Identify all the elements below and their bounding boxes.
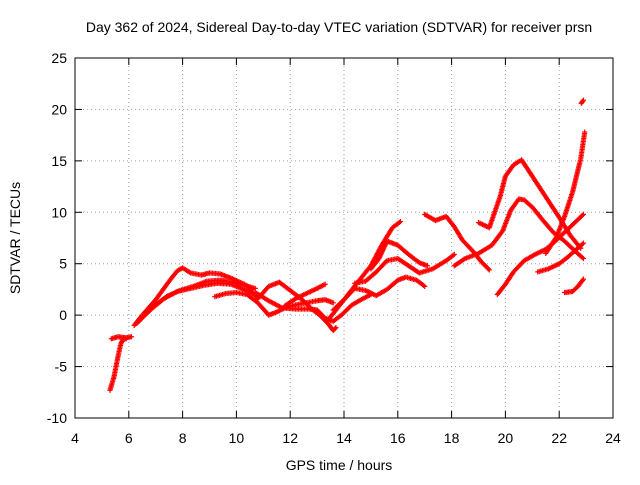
data-series-arc-15 xyxy=(451,196,587,269)
x-tick-label: 22 xyxy=(551,430,567,446)
data-point xyxy=(580,276,587,282)
data-points xyxy=(107,97,588,393)
data-series-arc-14 xyxy=(422,211,492,273)
data-series-arc-20 xyxy=(561,276,587,296)
data-series-arc-18 xyxy=(535,240,587,275)
y-tick-label: 15 xyxy=(51,153,67,169)
data-series-arc-2 xyxy=(108,334,135,342)
y-tick-label: 25 xyxy=(51,50,67,66)
axis-tick-labels: 4 6 8 10 12 14 16 18 20 22 24 -10 -5 0 5 10 15 20 25 xyxy=(47,50,621,446)
data-point xyxy=(579,212,585,218)
x-tick-label: 4 xyxy=(71,430,79,446)
x-tick-label: 24 xyxy=(605,430,621,446)
x-tick-label: 16 xyxy=(390,430,406,446)
data-point xyxy=(451,251,457,258)
data-point xyxy=(128,334,135,340)
x-tick-label: 8 xyxy=(179,430,187,446)
y-axis-label: SDTVAR / TECUs xyxy=(7,182,23,294)
y-tick-label: -5 xyxy=(55,359,68,375)
data-series-arc-6 xyxy=(212,289,336,318)
x-tick-label: 10 xyxy=(229,430,245,446)
data-point xyxy=(582,129,588,135)
data-point xyxy=(332,325,338,332)
data-point xyxy=(383,259,389,265)
chart-title: Day 362 of 2024, Sidereal Day-to-day VTE… xyxy=(86,19,592,35)
axis-ticks xyxy=(74,57,614,419)
x-tick-label: 20 xyxy=(498,430,514,446)
data-point xyxy=(580,240,587,246)
x-tick-label: 14 xyxy=(336,430,352,446)
data-point xyxy=(485,266,491,272)
data-point xyxy=(397,218,404,225)
y-tick-label: 10 xyxy=(51,204,67,220)
y-tick-label: 0 xyxy=(59,307,67,323)
x-axis-label: GPS time / hours xyxy=(286,457,393,473)
data-point xyxy=(422,283,428,289)
y-tick-label: 20 xyxy=(51,101,67,117)
y-tick-label: 5 xyxy=(59,256,67,272)
data-point xyxy=(424,263,430,269)
data-series-arc-16 xyxy=(475,157,584,251)
y-tick-label: -10 xyxy=(47,410,67,426)
data-series-arc-12 xyxy=(352,251,457,286)
x-tick-label: 6 xyxy=(125,430,133,446)
data-series-arc-13 xyxy=(368,238,430,272)
data-series-arc-9 xyxy=(282,281,328,309)
data-point xyxy=(333,324,339,331)
data-point xyxy=(580,98,586,104)
data-point xyxy=(486,267,492,273)
data-point xyxy=(580,211,587,217)
data-series-arc-21 xyxy=(578,97,587,106)
x-tick-label: 18 xyxy=(444,430,460,446)
data-point xyxy=(580,97,587,103)
data-series-arc-19 xyxy=(543,129,588,257)
data-point xyxy=(322,281,328,287)
data-point xyxy=(580,255,587,262)
x-tick-label: 12 xyxy=(282,430,298,446)
data-point xyxy=(330,300,336,306)
